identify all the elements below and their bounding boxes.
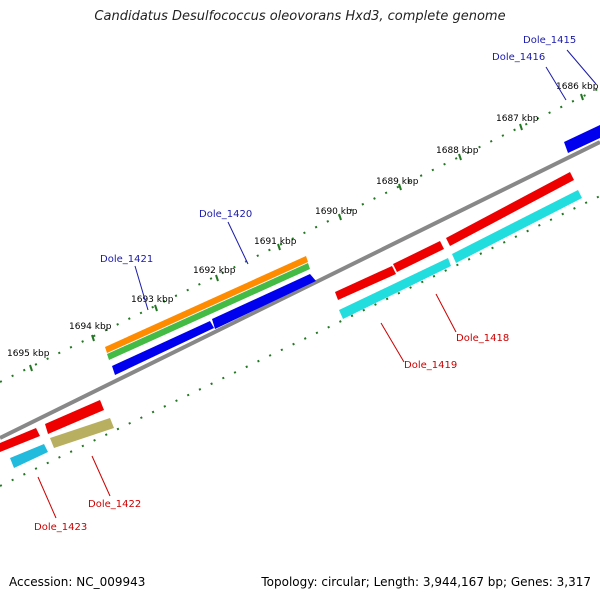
gene-red-2[interactable] — [393, 241, 444, 272]
gene-red-1[interactable] — [335, 266, 396, 300]
leader-line — [91, 455, 111, 497]
tick-label: 1692 kbp — [193, 266, 236, 276]
tick-mark — [29, 364, 33, 372]
gene-label-dole-1422[interactable]: Dole_1422 — [88, 499, 141, 510]
tick-label: 1690 kbp — [315, 207, 358, 217]
gene-dole-1415[interactable] — [564, 125, 600, 153]
gene-label-dole-1416[interactable]: Dole_1416 — [492, 52, 545, 63]
gene-green[interactable] — [107, 263, 310, 360]
genome-summary-text: Topology: circular; Length: 3,944,167 bp… — [261, 575, 591, 589]
genome-backbone — [0, 140, 600, 440]
gene-dole-1419[interactable] — [339, 258, 451, 319]
leader-line — [380, 322, 405, 363]
tick-mark — [580, 93, 584, 101]
tick-label: 1695 kbp — [7, 349, 50, 359]
tick-mark — [91, 334, 95, 342]
leader-line — [566, 49, 597, 85]
tick-label: 1693 kbp — [131, 295, 174, 305]
tick-mark — [398, 183, 402, 191]
tick-mark — [458, 153, 462, 161]
genome-title: Candidatus Desulfococcus oleovorans Hxd3… — [94, 9, 506, 24]
tick-label: 1689 kbp — [376, 177, 419, 187]
major-ticks — [29, 93, 584, 372]
gene-label-dole-1418[interactable]: Dole_1418 — [456, 333, 509, 344]
tick-label: 1691 kbp — [254, 237, 297, 247]
gene-label-dole-1421[interactable]: Dole_1421 — [100, 254, 153, 265]
leader-line — [435, 293, 457, 333]
tick-label: 1687 kbp — [496, 114, 539, 124]
tick-label: 1688 kbp — [436, 146, 479, 156]
gene-label-dole-1415[interactable]: Dole_1415 — [523, 35, 576, 46]
gene-dole-1418[interactable] — [446, 172, 574, 246]
gene-dole-1420[interactable] — [212, 274, 316, 329]
leader-line — [227, 221, 249, 265]
inner-ruler — [0, 195, 600, 487]
leader-line — [37, 476, 57, 519]
accession-text: Accession: NC_009943 — [9, 575, 146, 589]
gene-label-dole-1420[interactable]: Dole_1420 — [199, 209, 252, 220]
gene-label-dole-1423[interactable]: Dole_1423 — [34, 522, 87, 533]
tick-mark — [277, 243, 281, 251]
leader-line — [545, 66, 567, 101]
leader-line — [134, 265, 149, 311]
gene-cyan-2[interactable] — [452, 190, 582, 263]
gene-dole-1422-red[interactable] — [45, 400, 104, 434]
gene-dole-1421[interactable] — [112, 321, 214, 375]
tick-label: 1686 kbp — [556, 82, 599, 92]
gene-label-dole-1419[interactable]: Dole_1419 — [404, 360, 457, 371]
gene-orange[interactable] — [105, 256, 308, 353]
tick-mark — [154, 304, 158, 312]
gene-dole-1423[interactable] — [10, 444, 48, 468]
tick-mark — [215, 274, 219, 282]
tick-mark — [519, 123, 523, 131]
gene-red-3[interactable] — [0, 428, 40, 452]
tick-mark — [338, 213, 342, 221]
gene-dole-1422[interactable] — [50, 418, 114, 448]
tick-label: 1694 kbp — [69, 322, 112, 332]
